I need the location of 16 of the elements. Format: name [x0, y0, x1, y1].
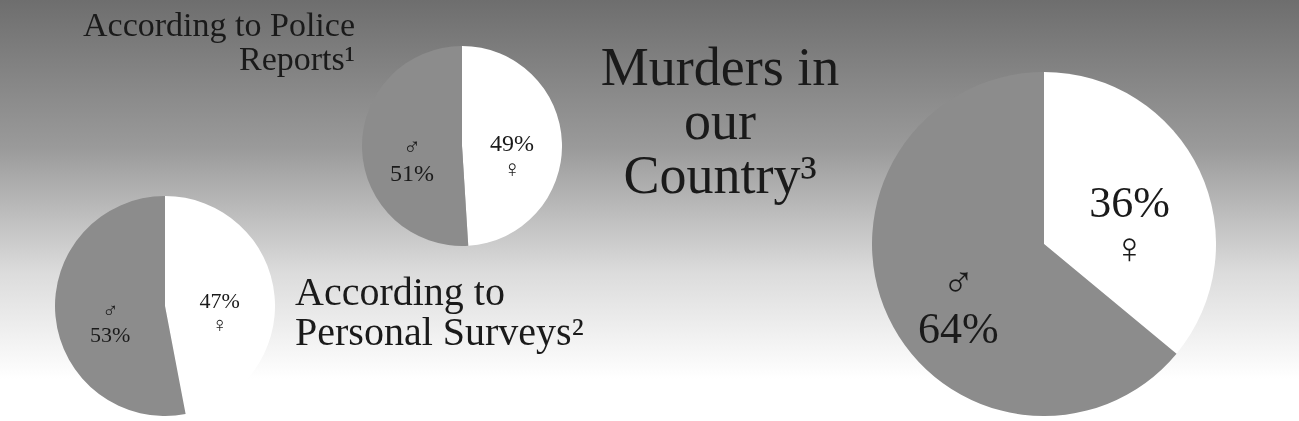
pie-slice	[362, 46, 469, 246]
slice-label: ♀	[502, 156, 521, 183]
data-label: 53%	[90, 322, 131, 348]
slice-label: ♂	[403, 133, 422, 160]
pie-slice	[872, 72, 1177, 416]
chart-title: According to Police Reports¹	[82, 6, 355, 77]
chart-title: Murders in our Country³	[600, 37, 840, 205]
data-label: 49%	[489, 130, 534, 157]
pie-slice	[462, 46, 562, 246]
slice-label: ♂	[101, 298, 119, 324]
data-label: 51%	[390, 159, 435, 186]
text: According to Personal Surveys²	[295, 269, 585, 354]
slice-label: ♀	[211, 311, 229, 337]
pie-slice	[1044, 72, 1216, 354]
data-label: 47%	[199, 287, 240, 313]
pie-slice	[55, 196, 186, 416]
